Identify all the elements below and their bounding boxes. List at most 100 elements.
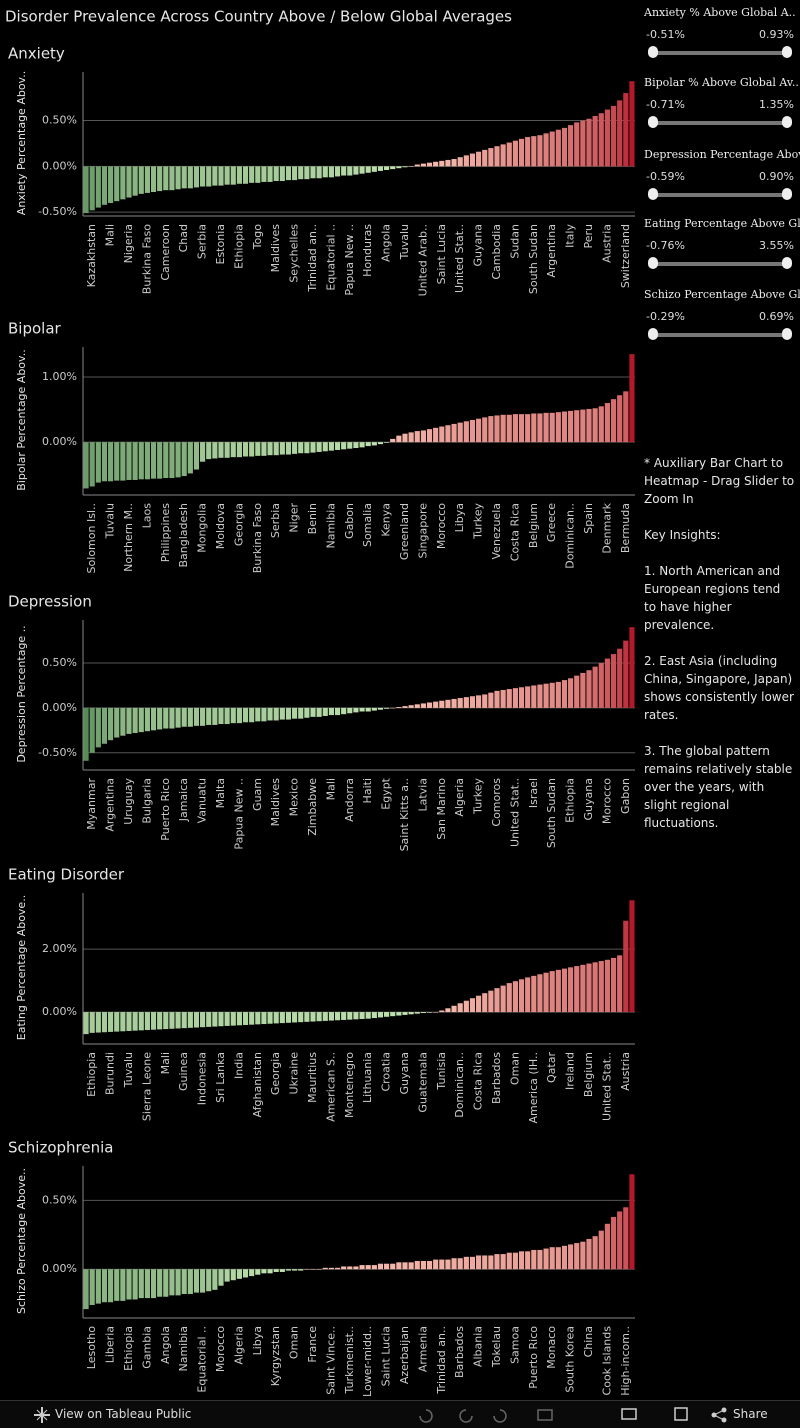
bar: [390, 438, 396, 443]
bar: [408, 1262, 414, 1270]
x-tick-label: Angola: [159, 1326, 172, 1364]
bar: [371, 166, 377, 172]
bar: [273, 1012, 279, 1024]
fullscreen-icon[interactable]: [674, 1407, 688, 1421]
slider-handle[interactable]: [782, 257, 792, 269]
slider-handle[interactable]: [782, 46, 792, 58]
x-tick-label: South Korea: [564, 1326, 577, 1393]
bar: [525, 977, 531, 1013]
x-tick-label: Afghanistan: [251, 1052, 264, 1118]
slider-handle[interactable]: [648, 257, 658, 269]
bar: [592, 115, 598, 167]
bar: [150, 1012, 157, 1030]
bar: [89, 166, 95, 211]
x-tick-label: Albania: [472, 1326, 485, 1367]
undo-icon[interactable]: [419, 1409, 433, 1423]
bar: [365, 442, 371, 447]
redo-icon[interactable]: [459, 1409, 473, 1423]
revert-icon[interactable]: [493, 1409, 507, 1423]
bar: [488, 990, 494, 1013]
bar: [561, 127, 568, 167]
bar: [568, 125, 574, 167]
bar: [518, 138, 525, 167]
x-tick-label: Libya: [251, 1326, 264, 1355]
bar: [218, 707, 224, 725]
bar: [138, 707, 144, 733]
bar: [610, 957, 617, 1013]
y-tick-label: 0.00%: [42, 435, 77, 448]
x-tick-label: Costa Rica: [472, 1052, 485, 1110]
slider-handle[interactable]: [648, 46, 658, 58]
bar: [114, 442, 120, 481]
x-tick-label: Latvia: [416, 778, 429, 812]
bar: [138, 1269, 144, 1299]
bar: [592, 962, 598, 1013]
bar: [304, 1012, 310, 1022]
x-tick-label: Dominican..: [564, 503, 577, 569]
filter-max: 0.90%: [759, 170, 794, 183]
bar: [451, 423, 457, 443]
x-tick-label: Saint Vince..: [324, 1326, 337, 1395]
bar: [273, 707, 279, 721]
slider-handle[interactable]: [648, 328, 658, 340]
bar: [420, 430, 426, 443]
filter-title: Eating Percentage Above Gl..: [644, 217, 800, 230]
bar: [469, 1256, 476, 1270]
slider-handle[interactable]: [782, 188, 792, 200]
x-tick-label: Gabon: [619, 778, 632, 814]
x-tick-label: Liberia: [104, 1326, 117, 1363]
bar: [365, 166, 371, 173]
slider-track[interactable]: [650, 333, 790, 337]
bar: [255, 1012, 261, 1025]
bar: [242, 166, 249, 184]
bar: [451, 1258, 457, 1270]
bar: [255, 166, 261, 183]
bar: [402, 706, 408, 708]
bar: [169, 442, 175, 479]
slider-track[interactable]: [650, 193, 790, 197]
bar: [629, 1174, 635, 1270]
bar: [377, 1012, 384, 1018]
bar: [334, 1012, 341, 1021]
bar: [328, 166, 334, 178]
filter: Depression Percentage Abov.. -0.59% 0.90%: [644, 142, 800, 208]
bar: [512, 1252, 518, 1270]
bar: [322, 442, 328, 452]
slider-track[interactable]: [650, 51, 790, 55]
download-icon[interactable]: [621, 1408, 637, 1420]
slider-track[interactable]: [650, 262, 790, 266]
x-tick-label: Azerbaijan: [398, 1326, 411, 1384]
slider-handle[interactable]: [648, 116, 658, 128]
bar: [525, 686, 531, 708]
bar: [433, 161, 439, 167]
slider-handle[interactable]: [648, 188, 658, 200]
y-tick-label: -0.50%: [38, 746, 77, 759]
x-tick-label: Equatorial ..: [324, 224, 337, 291]
bar: [365, 707, 371, 712]
x-tick-label: Georgia: [232, 503, 245, 546]
bar: [200, 707, 206, 726]
bar: [224, 1269, 230, 1282]
note: Key Insights:: [644, 528, 721, 542]
x-tick-label: Costa Rica: [508, 503, 521, 561]
x-tick-label: Israel: [527, 778, 540, 808]
view-link[interactable]: View on Tableau Public: [55, 1407, 192, 1421]
slider-handle[interactable]: [782, 116, 792, 128]
bar: [543, 412, 549, 443]
bar: [377, 707, 384, 710]
bar: [316, 1269, 322, 1270]
bar: [390, 1012, 396, 1017]
pause-icon[interactable]: [537, 1409, 553, 1421]
share-button[interactable]: Share: [733, 1407, 768, 1421]
slider-track[interactable]: [650, 121, 790, 125]
bar: [126, 707, 132, 734]
bar: [187, 442, 193, 474]
bar: [267, 1269, 273, 1274]
bar: [316, 1012, 322, 1022]
bar: [236, 442, 242, 458]
bar: [175, 442, 181, 478]
filter-title: Schizo Percentage Above Gl..: [644, 288, 800, 301]
slider-handle[interactable]: [782, 328, 792, 340]
bar: [304, 707, 310, 718]
bar: [175, 1012, 181, 1029]
